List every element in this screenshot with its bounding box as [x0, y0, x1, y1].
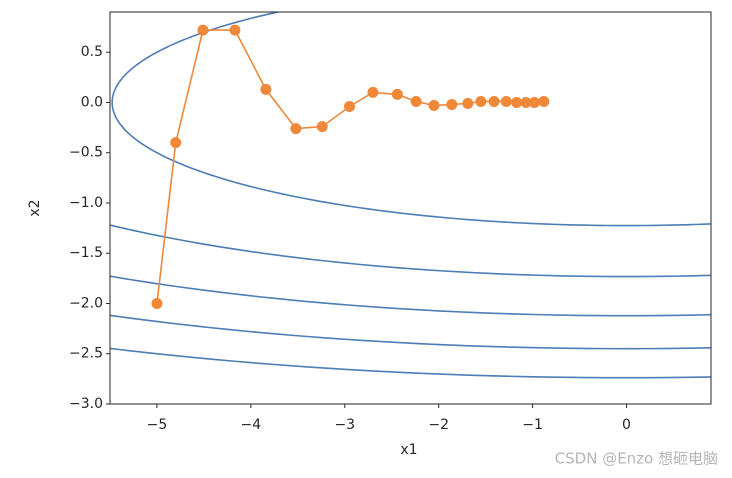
- trajectory-line: [156, 29, 544, 304]
- x-tick-label: −3: [334, 417, 355, 433]
- trajectory-point: [428, 99, 440, 111]
- trajectory-point: [170, 137, 182, 149]
- trajectory-point: [462, 97, 474, 109]
- y-tick-label: −2.5: [69, 346, 103, 362]
- y-tick-label: −2.0: [69, 295, 103, 311]
- trajectory-point: [500, 95, 512, 107]
- trajectory-point: [446, 98, 458, 110]
- y-axis-label: x2: [27, 199, 43, 216]
- contour-line: [111, 12, 711, 227]
- trajectory-point: [528, 96, 540, 108]
- trajectory-point: [367, 86, 379, 98]
- y-tick-label: −3.0: [69, 396, 103, 412]
- trajectory-point: [343, 100, 355, 112]
- axes-frame: [109, 11, 712, 405]
- plot-area: [110, 12, 711, 379]
- trajectory-point: [475, 95, 487, 107]
- trajectory-point: [197, 24, 209, 36]
- watermark: CSDN @Enzo 想砸电脑: [555, 450, 718, 468]
- trajectory-point: [391, 88, 403, 100]
- trajectory-point: [316, 121, 328, 133]
- y-tick-label: −0.5: [69, 145, 103, 161]
- y-tick-label: 0.5: [81, 44, 103, 60]
- trajectory-point: [520, 96, 532, 108]
- trajectory-point: [229, 24, 241, 36]
- x-tick-label: 0: [622, 417, 631, 433]
- x-axis-label: x1: [400, 442, 417, 458]
- trajectory-point: [410, 95, 422, 107]
- trajectory-point: [538, 95, 550, 107]
- trajectory-point: [260, 83, 272, 95]
- y-tick-label: −1.5: [69, 245, 103, 261]
- x-tick-label: −2: [428, 417, 449, 433]
- x-tick-label: −1: [522, 417, 543, 433]
- trajectory-point: [511, 96, 523, 108]
- trajectory-point: [290, 123, 302, 135]
- trajectory-point: [488, 95, 500, 107]
- y-tick-label: 0.0: [81, 94, 103, 110]
- y-tick-label: −1.0: [69, 195, 103, 211]
- x-tick-label: −5: [147, 417, 168, 433]
- trajectory-point: [151, 297, 163, 309]
- x-tick-label: −4: [241, 417, 262, 433]
